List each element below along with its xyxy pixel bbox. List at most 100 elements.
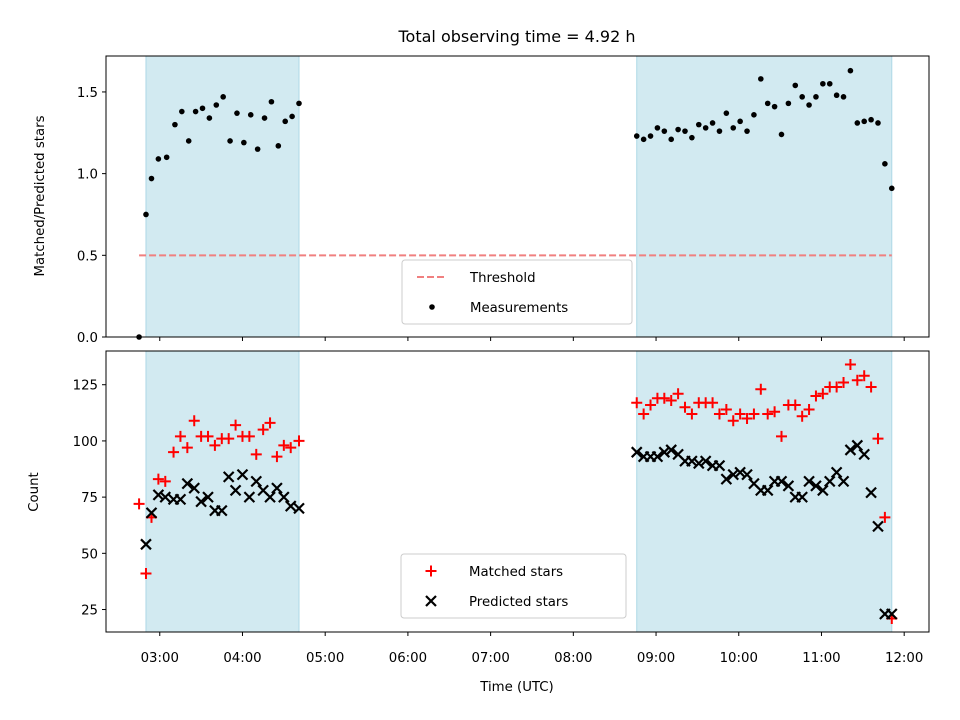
data-point [837, 475, 850, 488]
data-point [693, 457, 705, 470]
data-point [865, 486, 877, 499]
data-point [872, 433, 884, 445]
data-point [152, 473, 164, 485]
data-point [140, 568, 152, 580]
data-point [723, 110, 730, 116]
data-point [209, 439, 221, 451]
x-tick-label: 04:00 [223, 651, 261, 666]
data-point [838, 376, 850, 388]
data-point [630, 446, 643, 458]
data-point [682, 128, 688, 134]
data-point [817, 484, 829, 497]
data-point [764, 100, 771, 107]
data-point [810, 390, 822, 402]
axes-frame [105, 350, 930, 633]
data-point [148, 175, 155, 182]
data-point [868, 116, 874, 123]
data-point [241, 139, 247, 146]
data-point [803, 403, 815, 415]
data-point [168, 446, 180, 458]
data-point [199, 105, 206, 112]
data-point [861, 118, 868, 125]
data-point [143, 211, 149, 218]
data-point [769, 406, 781, 418]
series-predicted-stars [140, 439, 898, 620]
data-point [202, 430, 214, 442]
data-point [810, 480, 822, 492]
data-point [243, 430, 255, 442]
data-point [761, 484, 774, 497]
data-point [716, 128, 723, 134]
data-point [188, 415, 200, 427]
data-point [192, 108, 199, 115]
data-point [823, 475, 836, 488]
data-point [282, 118, 289, 125]
data-point [713, 459, 726, 472]
data-point [730, 125, 737, 131]
data-point [854, 120, 861, 126]
data-point [709, 120, 716, 126]
data-point [285, 442, 297, 454]
legend-measurements-swatch [429, 304, 435, 310]
data-point [159, 491, 172, 503]
chart-title: Total observing time = 4.92 h [397, 27, 635, 46]
data-point [792, 82, 799, 89]
data-point [679, 401, 691, 413]
data-point [133, 498, 145, 510]
data-point [831, 381, 843, 393]
data-point [159, 475, 171, 487]
data-point [195, 495, 207, 508]
legend-predicted-swatch [425, 595, 437, 607]
data-point [789, 399, 801, 411]
data-point [278, 491, 290, 503]
data-point [799, 94, 805, 100]
data-point [250, 475, 263, 488]
axes-frame [105, 55, 930, 338]
bottom-panel: 25 50 75 100 125 03:00 04:00 05:00 06:00 07:00 08:… [73, 350, 930, 666]
data-point [744, 128, 750, 134]
data-point [271, 451, 283, 463]
data-point [172, 121, 178, 128]
data-point [202, 491, 214, 503]
data-point [771, 103, 778, 110]
data-point [734, 466, 746, 479]
data-point [638, 408, 650, 420]
data-point [213, 102, 220, 108]
data-point [155, 156, 162, 162]
data-point [223, 433, 235, 445]
y-tick-label: 25 [81, 604, 98, 619]
data-point [689, 134, 695, 141]
data-point [695, 121, 702, 128]
data-point [879, 511, 891, 523]
data-point [227, 138, 233, 144]
observing-interval-2 [636, 55, 893, 338]
data-point [713, 408, 725, 420]
legend-label: Measurements [470, 301, 568, 316]
data-point [633, 133, 640, 139]
data-point [250, 448, 262, 460]
data-point [778, 131, 785, 138]
data-point [796, 491, 808, 503]
data-point [741, 468, 753, 481]
data-point [865, 381, 877, 393]
legend-matched-swatch [425, 565, 437, 577]
data-point [844, 358, 856, 370]
data-point [840, 94, 847, 100]
data-point [216, 504, 228, 517]
data-point [707, 397, 719, 409]
data-point [179, 108, 185, 115]
bottom-y-axis-label: Count [27, 472, 42, 512]
data-point [675, 126, 681, 133]
data-point [631, 397, 643, 409]
data-point [152, 489, 165, 501]
data-point [720, 403, 732, 415]
data-point [672, 388, 684, 400]
data-point [236, 468, 249, 481]
data-point [665, 394, 677, 406]
data-point [651, 450, 664, 463]
x-tick-label: 12:00 [885, 651, 923, 666]
data-point [785, 100, 792, 107]
data-point [254, 146, 261, 152]
data-point [886, 608, 898, 620]
data-point [817, 388, 829, 400]
